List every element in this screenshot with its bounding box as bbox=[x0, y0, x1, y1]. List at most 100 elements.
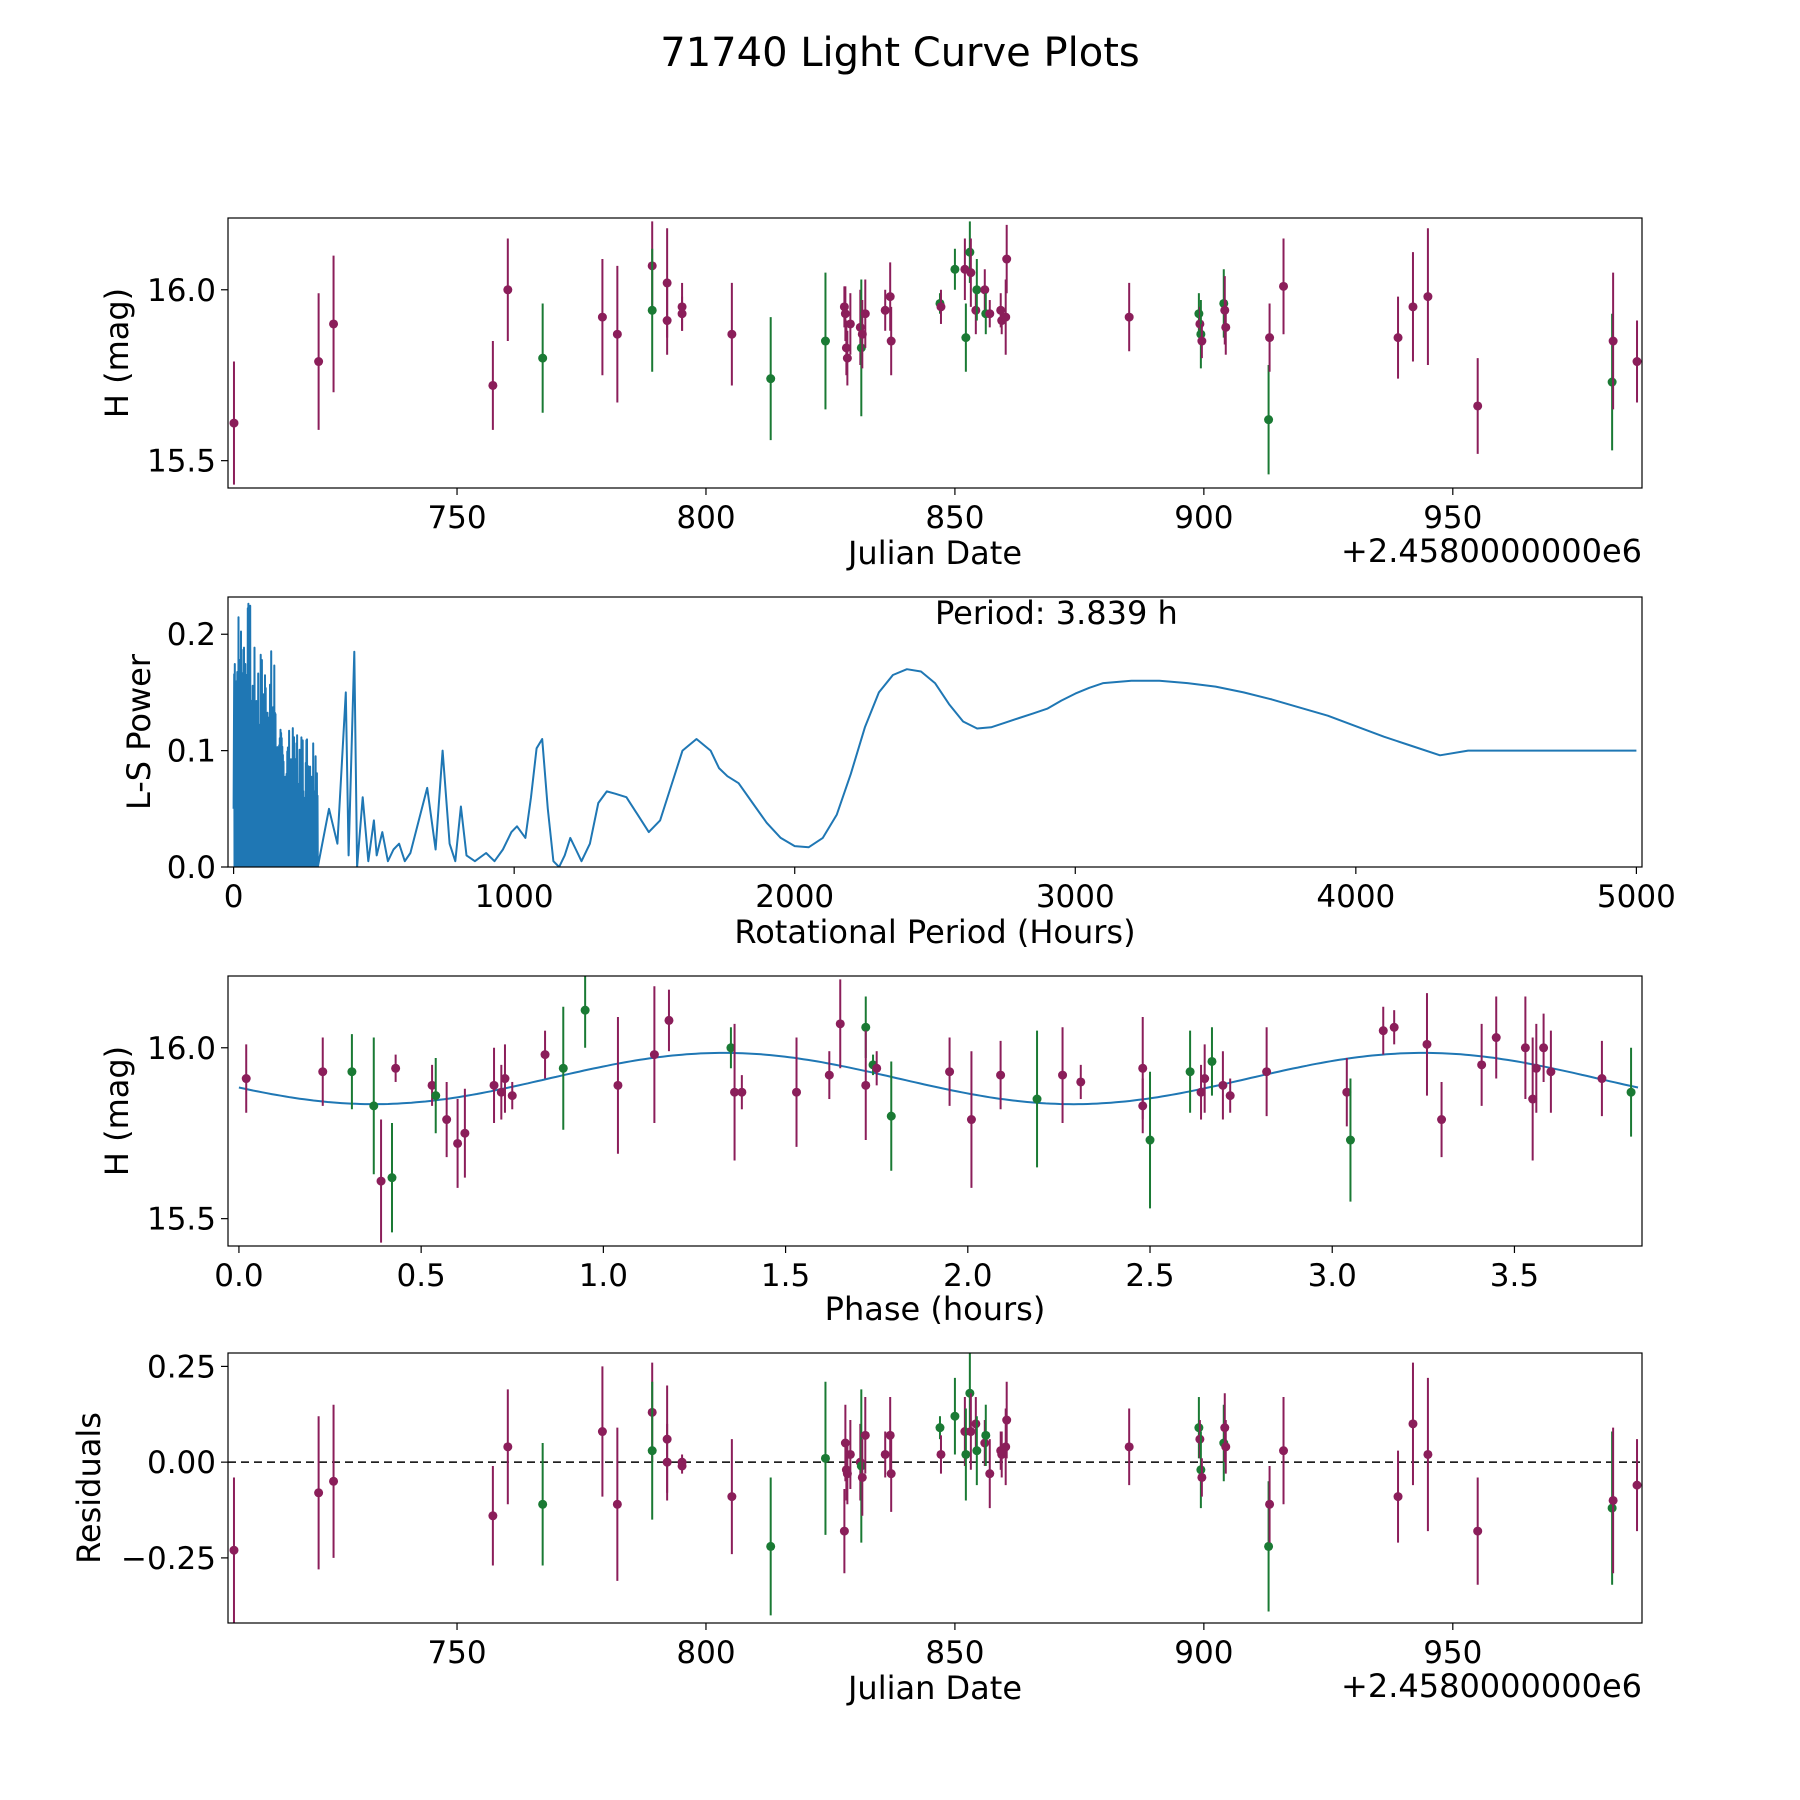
periodogram-xtick-label: 3000 bbox=[1036, 879, 1115, 915]
residuals-point bbox=[612, 1499, 622, 1509]
lightcurve-point bbox=[677, 309, 687, 319]
lightcurve-point bbox=[1197, 336, 1207, 346]
phased-point bbox=[1597, 1074, 1607, 1084]
phased-point bbox=[824, 1070, 834, 1080]
lightcurve-xtick-label: 900 bbox=[1174, 500, 1233, 536]
lightcurve-point bbox=[980, 285, 990, 295]
residuals-point bbox=[488, 1511, 498, 1521]
panel-phased: 0.0 0.5 1.0 1.5 2.0 2.5 3.0 3.5 15.5 16.0 Phase (… bbox=[98, 975, 1643, 1328]
residuals-point bbox=[1265, 1499, 1275, 1509]
periodogram-ticks: 0 1000 2000 3000 4000 5000 0.0 0.1 0.2 bbox=[167, 617, 1676, 915]
residuals-point bbox=[766, 1541, 776, 1551]
residuals-point bbox=[1124, 1442, 1134, 1452]
phased-point bbox=[318, 1067, 328, 1077]
phased-point bbox=[347, 1067, 357, 1077]
lightcurve-point bbox=[1221, 322, 1231, 332]
lightcurve-point bbox=[1265, 333, 1275, 343]
phased-point bbox=[1345, 1135, 1355, 1145]
phased-point bbox=[886, 1111, 896, 1121]
model-fit-curve bbox=[238, 1051, 1639, 1106]
lightcurve-point bbox=[860, 309, 870, 319]
lightcurve-point bbox=[662, 316, 672, 326]
lightcurve-point bbox=[845, 319, 855, 329]
lightcurve-point bbox=[662, 278, 672, 288]
lightcurve-ytick-label: 15.5 bbox=[147, 444, 216, 480]
lightcurve-point bbox=[538, 353, 548, 363]
residuals-point bbox=[662, 1457, 672, 1467]
lightcurve-point bbox=[842, 353, 852, 363]
lightcurve-point bbox=[727, 329, 737, 339]
lightcurve-point bbox=[1264, 415, 1274, 425]
phased-point bbox=[489, 1080, 499, 1090]
residuals-point bbox=[1473, 1526, 1483, 1536]
residuals-point bbox=[997, 1449, 1007, 1459]
phased-point bbox=[737, 1087, 747, 1097]
lightcurve-point bbox=[503, 285, 513, 295]
periodogram-marks bbox=[232, 602, 1637, 867]
phased-point bbox=[1076, 1077, 1086, 1087]
lightcurve-xtick-label: 950 bbox=[1423, 500, 1482, 536]
phased-xtick-label: 2.0 bbox=[943, 1258, 992, 1294]
phased-point bbox=[558, 1063, 568, 1073]
phased-point bbox=[1200, 1074, 1210, 1084]
residuals-point bbox=[1408, 1419, 1418, 1429]
lightcurve-point bbox=[1002, 254, 1012, 264]
residuals-point bbox=[597, 1427, 607, 1437]
lightcurve-point bbox=[1408, 302, 1418, 312]
phased-point bbox=[996, 1070, 1006, 1080]
lightcurve-point bbox=[766, 374, 776, 384]
lightcurve-point bbox=[612, 329, 622, 339]
residuals-point bbox=[1632, 1480, 1642, 1490]
phased-point bbox=[241, 1074, 251, 1084]
periodogram-xtick-label: 2000 bbox=[755, 879, 834, 915]
lightcurve-point bbox=[1632, 357, 1642, 367]
phased-point bbox=[664, 1015, 674, 1025]
lightcurve-point bbox=[985, 309, 995, 319]
lightcurve-point bbox=[972, 285, 982, 295]
phased-point bbox=[1378, 1026, 1388, 1036]
residuals-xtick-label: 900 bbox=[1174, 1635, 1233, 1671]
phased-ytick-label: 16.0 bbox=[147, 1031, 216, 1067]
residuals-point bbox=[936, 1449, 946, 1459]
phased-xtick-label: 0.0 bbox=[214, 1258, 263, 1294]
residuals-xtick-label: 850 bbox=[925, 1635, 984, 1671]
lightcurve-ticks: 750 800 850 900 950 15.5 16.0 bbox=[147, 273, 1482, 536]
phased-point bbox=[1145, 1135, 1155, 1145]
phased-point bbox=[496, 1087, 506, 1097]
phased-point bbox=[872, 1063, 882, 1073]
periodogram-ytick-label: 0.2 bbox=[167, 617, 216, 653]
residuals-ylabel: Residuals bbox=[70, 1412, 108, 1564]
residuals-point bbox=[329, 1476, 339, 1486]
lightcurve-point bbox=[880, 305, 890, 315]
lightcurve-point bbox=[488, 380, 498, 390]
phased-point bbox=[966, 1115, 976, 1125]
phased-point bbox=[792, 1087, 802, 1097]
phased-xlabel: Phase (hours) bbox=[825, 1290, 1046, 1328]
residuals-point bbox=[727, 1492, 737, 1502]
residuals-point bbox=[966, 1427, 976, 1437]
periodogram-annotation: Period: 3.839 h bbox=[935, 594, 1178, 632]
phased-point bbox=[1531, 1063, 1541, 1073]
residuals-point bbox=[1221, 1442, 1231, 1452]
residuals-point bbox=[886, 1469, 896, 1479]
phased-point bbox=[1218, 1080, 1228, 1090]
periodogram-ytick-label: 0.0 bbox=[167, 850, 216, 886]
periodogram-xlabel: Rotational Period (Hours) bbox=[734, 913, 1135, 951]
periodogram-frame bbox=[227, 596, 1643, 868]
residuals-point bbox=[981, 1430, 991, 1440]
lightcurve-point bbox=[966, 268, 976, 278]
residuals-point bbox=[950, 1411, 960, 1421]
residuals-point bbox=[1279, 1446, 1289, 1456]
phased-ylabel: H (mag) bbox=[98, 1046, 136, 1176]
phased-point bbox=[1032, 1094, 1042, 1104]
residuals-point bbox=[839, 1526, 849, 1536]
residuals-frame bbox=[227, 1352, 1643, 1624]
lightcurve-point bbox=[1124, 312, 1134, 322]
panel-residuals: 750 800 850 900 950 0.25 0.00 −0.25 Julian Date… bbox=[70, 1349, 1643, 1707]
lightcurve-point bbox=[936, 302, 946, 312]
residuals-marks bbox=[228, 1353, 1642, 1623]
phased-point bbox=[387, 1173, 397, 1183]
panel-lightcurve: 750 800 850 900 950 15.5 16.0 Julian Date +2.4… bbox=[98, 217, 1643, 572]
phased-xtick-label: 3.0 bbox=[1308, 1258, 1357, 1294]
